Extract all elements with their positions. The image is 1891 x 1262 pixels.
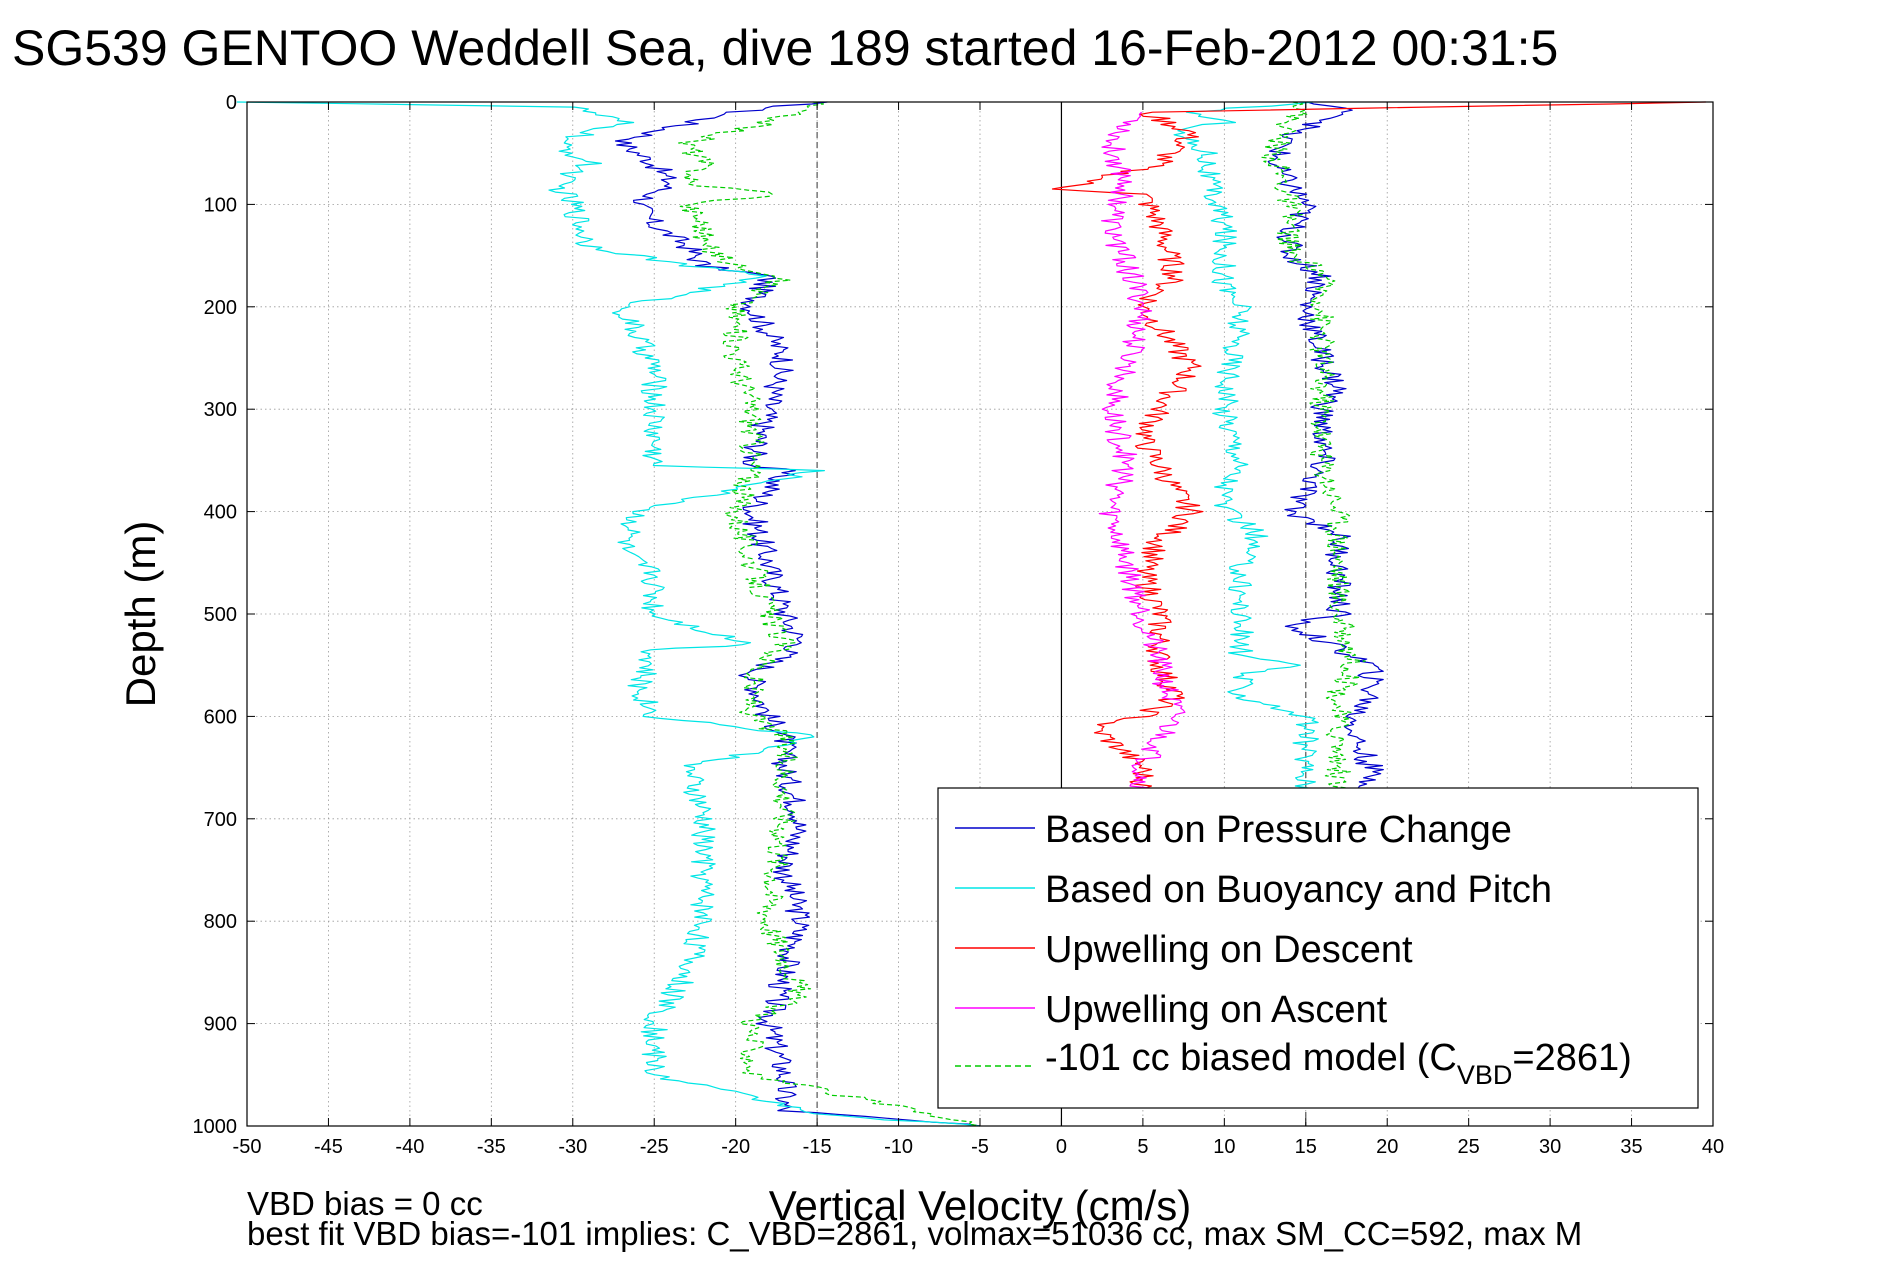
data-series — [236, 101, 1706, 1127]
x-tick-label: 5 — [1137, 1136, 1148, 1158]
legend-label-upwelling-ascent: Upwelling on Ascent — [1045, 989, 1388, 1031]
x-tick-label: 35 — [1620, 1136, 1642, 1158]
x-tick-label: -15 — [803, 1136, 832, 1158]
x-tick-label: 0 — [1056, 1136, 1067, 1158]
y-tick-label: 0 — [226, 92, 237, 114]
x-tick-label: 25 — [1458, 1136, 1480, 1158]
y-tick-label: 600 — [204, 706, 237, 728]
footer-line-1: VBD bias = 0 cc — [247, 1185, 483, 1222]
legend-label-model-suffix: =2861) — [1512, 1037, 1631, 1079]
grid-lines — [247, 102, 1713, 1126]
x-tick-label: 20 — [1376, 1136, 1398, 1158]
series-line-upwelling-ascent — [1098, 111, 1186, 820]
y-tick-label: 1000 — [193, 1116, 238, 1138]
x-tick-label: -50 — [233, 1136, 262, 1158]
series-line-pressure-ascent — [1267, 101, 1384, 820]
y-tick-label: 900 — [204, 1014, 237, 1036]
x-tick-label: -5 — [971, 1136, 989, 1158]
legend-label-upwelling-descent: Upwelling on Descent — [1045, 929, 1413, 971]
y-tick-label: 800 — [204, 911, 237, 933]
y-tick-label: 300 — [204, 399, 237, 421]
x-tick-label: -10 — [884, 1136, 913, 1158]
footer-line-2: best fit VBD bias=-101 implies: C_VBD=28… — [247, 1215, 1582, 1252]
series-line-model-descent — [678, 101, 981, 1127]
chart-title: SG539 GENTOO Weddell Sea, dive 189 start… — [12, 20, 1558, 76]
legend-label-model: -101 cc biased model (CVBD=2861) — [1045, 1037, 1632, 1090]
y-tick-label: 100 — [204, 194, 237, 216]
x-tick-label: -45 — [314, 1136, 343, 1158]
legend-label-model-prefix: -101 cc biased model (C — [1045, 1037, 1457, 1079]
series-line-model-ascent — [1260, 101, 1366, 820]
y-tick-label: 700 — [204, 809, 237, 831]
legend-label-model-sub: VBD — [1457, 1060, 1513, 1090]
x-tick-label: -30 — [558, 1136, 587, 1158]
legend: Based on Pressure Change Based on Buoyan… — [937, 787, 1699, 1109]
x-tick-label: -20 — [721, 1136, 750, 1158]
x-tick-label: 15 — [1295, 1136, 1317, 1158]
x-tick-label: 30 — [1539, 1136, 1561, 1158]
legend-label-buoyancy: Based on Buoyancy and Pitch — [1045, 869, 1552, 911]
x-axis-label: Vertical Velocity (cm/s) — [769, 1182, 1191, 1229]
legend-label-pressure: Based on Pressure Change — [1045, 809, 1512, 851]
x-tick-label: 10 — [1213, 1136, 1235, 1158]
series-line-buoyancy-descent — [236, 101, 981, 1127]
legend-box — [937, 787, 1699, 1109]
y-tick-label: 500 — [204, 604, 237, 626]
y-axis-label: Depth (m) — [117, 521, 164, 708]
y-tick-label: 200 — [204, 297, 237, 319]
series-line-buoyancy-ascent — [1173, 101, 1320, 820]
y-tick-label: 400 — [204, 502, 237, 524]
x-tick-label: -25 — [640, 1136, 669, 1158]
x-tick-label: -35 — [477, 1136, 506, 1158]
x-tick-label: -40 — [395, 1136, 424, 1158]
axis-ticks: -50 -45 -40 -35 -30 -25 -20 -15 -10 -5 0 5 10 15 20 25 3… — [193, 92, 1725, 1158]
x-tick-label: 40 — [1702, 1136, 1724, 1158]
